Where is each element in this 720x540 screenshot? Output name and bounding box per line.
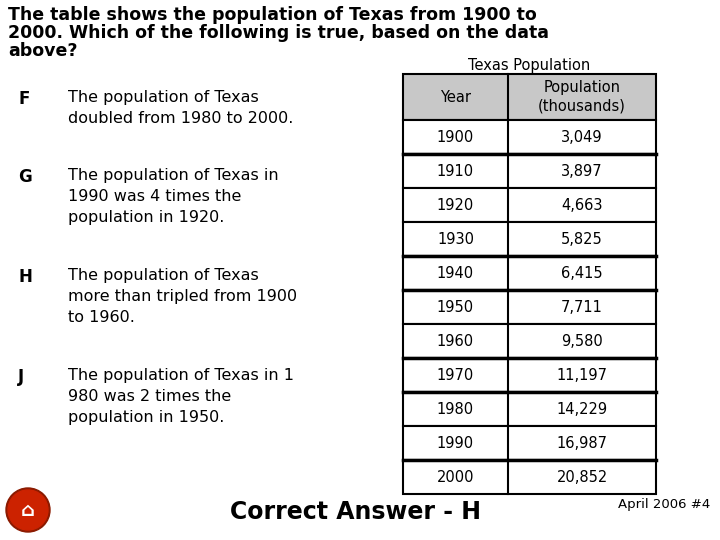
Text: ⌂: ⌂ (21, 501, 35, 519)
Circle shape (6, 488, 50, 532)
Text: The population of Texas in
1990 was 4 times the
population in 1920.: The population of Texas in 1990 was 4 ti… (68, 168, 279, 225)
Bar (403, 290, 656, 324)
Bar (403, 154, 656, 188)
Bar (403, 120, 656, 154)
Text: 9,580: 9,580 (561, 334, 603, 348)
Bar (403, 188, 656, 222)
Text: 1930: 1930 (437, 232, 474, 246)
Text: 1970: 1970 (437, 368, 474, 382)
Text: 5,825: 5,825 (561, 232, 603, 246)
Circle shape (8, 490, 48, 530)
Text: 1990: 1990 (437, 435, 474, 450)
Text: 3,049: 3,049 (561, 130, 603, 145)
Text: J: J (18, 368, 24, 386)
Text: Correct Answer - H: Correct Answer - H (230, 500, 480, 524)
Bar (403, 392, 656, 426)
Text: 2000. Which of the following is true, based on the data: 2000. Which of the following is true, ba… (8, 24, 549, 42)
Bar (403, 324, 656, 358)
Text: 14,229: 14,229 (557, 402, 608, 416)
Text: 20,852: 20,852 (557, 469, 608, 484)
Text: 1920: 1920 (437, 198, 474, 213)
Text: 1910: 1910 (437, 164, 474, 179)
Bar (403, 358, 656, 392)
Text: 2000: 2000 (437, 469, 474, 484)
Text: 3,897: 3,897 (561, 164, 603, 179)
Text: Texas Population: Texas Population (469, 58, 590, 73)
Text: Population
(thousands): Population (thousands) (538, 80, 626, 114)
Text: G: G (18, 168, 32, 186)
Text: The population of Texas
more than tripled from 1900
to 1960.: The population of Texas more than triple… (68, 268, 297, 325)
Text: 1950: 1950 (437, 300, 474, 314)
Text: 1980: 1980 (437, 402, 474, 416)
Bar (403, 74, 656, 120)
Text: The population of Texas in 1
980 was 2 times the
population in 1950.: The population of Texas in 1 980 was 2 t… (68, 368, 294, 425)
Text: 6,415: 6,415 (561, 266, 603, 280)
Text: April 2006 #4: April 2006 #4 (618, 498, 710, 511)
Text: Year: Year (440, 90, 471, 105)
Text: F: F (18, 90, 30, 108)
Text: 4,663: 4,663 (562, 198, 603, 213)
Bar (403, 222, 656, 256)
Text: H: H (18, 268, 32, 286)
Text: 1960: 1960 (437, 334, 474, 348)
Bar (403, 426, 656, 460)
Bar (403, 460, 656, 494)
Text: 11,197: 11,197 (557, 368, 608, 382)
Text: 1940: 1940 (437, 266, 474, 280)
Bar (403, 256, 656, 290)
Text: 16,987: 16,987 (557, 435, 608, 450)
Text: The table shows the population of Texas from 1900 to: The table shows the population of Texas … (8, 6, 536, 24)
Text: The population of Texas
doubled from 1980 to 2000.: The population of Texas doubled from 198… (68, 90, 293, 126)
Text: above?: above? (8, 42, 78, 60)
Text: 7,711: 7,711 (561, 300, 603, 314)
Text: 1900: 1900 (437, 130, 474, 145)
